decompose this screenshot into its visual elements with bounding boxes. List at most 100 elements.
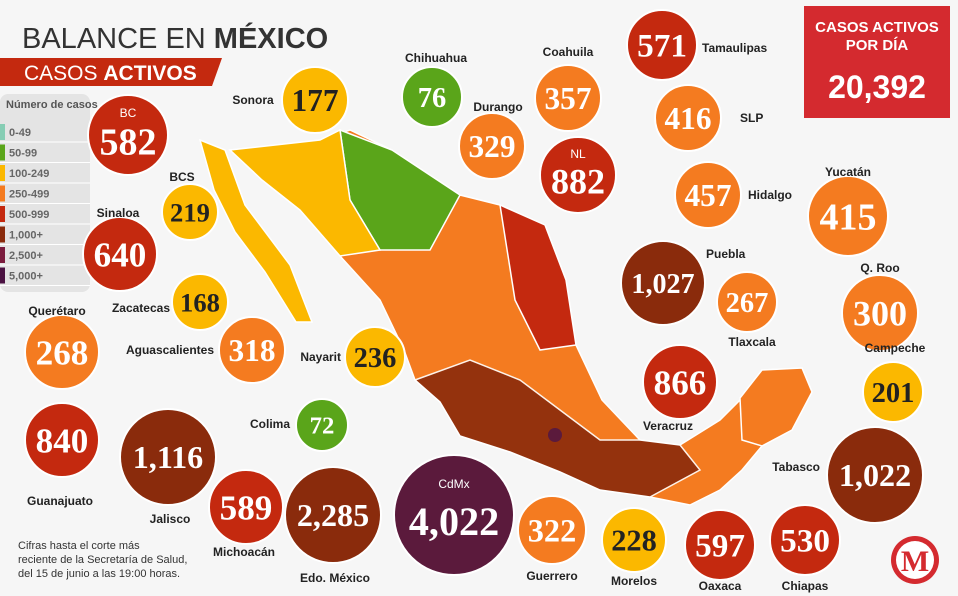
state-bubble xyxy=(171,273,229,331)
state-name: Durango xyxy=(473,100,522,114)
legend-label: 0-49 xyxy=(9,127,31,139)
logo-inner xyxy=(896,541,934,579)
state-name: Morelos xyxy=(611,574,657,588)
legend-swatch xyxy=(0,247,5,263)
state-bubble xyxy=(539,136,617,214)
state-value: 1,027 xyxy=(631,269,694,300)
legend-title: Número de casos xyxy=(6,99,98,111)
state-name: Aguascalientes xyxy=(126,343,214,357)
legend-label: 100-249 xyxy=(9,168,49,180)
state-bubble xyxy=(654,84,722,152)
state-value: 416 xyxy=(664,101,711,136)
subtitle: CASOS ACTIVOS xyxy=(24,62,197,85)
legend-label: 1,000+ xyxy=(9,230,43,242)
state-value: 882 xyxy=(551,162,605,202)
legend-swatch xyxy=(0,206,5,222)
state-value: 4,022 xyxy=(409,499,499,544)
state-name: Veracruz xyxy=(643,419,693,433)
state-value: 228 xyxy=(611,524,657,558)
state-value: 840 xyxy=(36,421,89,460)
state-name: Jalisco xyxy=(150,512,191,526)
state-bubble xyxy=(769,504,841,576)
state-value: 236 xyxy=(354,343,397,374)
legend-swatch xyxy=(0,226,5,243)
state-value: 866 xyxy=(654,363,707,402)
state-value: 640 xyxy=(94,235,147,274)
state-value: 76 xyxy=(418,83,447,114)
state-value: 589 xyxy=(220,488,273,527)
state-value: 201 xyxy=(872,378,915,409)
state-bubble xyxy=(208,469,284,545)
state-name: Michoacán xyxy=(213,545,275,559)
state-bubble xyxy=(674,161,742,229)
state-value: 457 xyxy=(684,178,731,213)
map-region xyxy=(548,428,562,442)
state-name: Puebla xyxy=(706,247,746,261)
legend-label: 5,000+ xyxy=(9,271,43,283)
title-bold: MÉXICO xyxy=(214,21,328,55)
logo: M xyxy=(901,545,929,578)
legend-label: 500-999 xyxy=(9,209,49,221)
state-bubble xyxy=(119,408,217,506)
legend-swatch xyxy=(0,124,5,140)
state-name: Chihuahua xyxy=(405,51,467,65)
legend-label: 50-99 xyxy=(9,148,37,160)
state-value: 582 xyxy=(100,121,157,163)
state-bubble xyxy=(161,183,219,241)
state-bubble xyxy=(517,495,587,565)
state-name: CdMx xyxy=(438,477,469,491)
map-region xyxy=(739,367,813,447)
state-bubble xyxy=(716,271,778,333)
state-bubble xyxy=(87,94,169,176)
legend-label: 250-499 xyxy=(9,189,49,201)
state-name: Oaxaca xyxy=(699,579,742,593)
state-name: Edo. México xyxy=(300,571,370,585)
state-name: Sinaloa xyxy=(97,206,140,220)
state-name: Colima xyxy=(250,417,290,431)
subtitle-regular: CASOS xyxy=(24,62,103,85)
map-region xyxy=(228,128,382,257)
state-name: NL xyxy=(570,147,586,161)
state-bubble xyxy=(281,66,349,134)
subtitle-bold: ACTIVOS xyxy=(103,62,196,85)
state-name: Guanajuato xyxy=(27,494,93,508)
state-value: 415 xyxy=(820,196,877,238)
state-value: 597 xyxy=(695,528,745,565)
footnote-line: del 15 de junio a las 19:00 horas. xyxy=(18,568,180,580)
footnote-line: Cifras hasta el corte más xyxy=(18,540,140,552)
state-bubble xyxy=(218,316,286,384)
daily-box xyxy=(804,6,950,118)
state-value: 219 xyxy=(170,197,210,227)
map xyxy=(198,128,813,506)
state-name: Tlaxcala xyxy=(728,335,776,349)
legend-label: 2,500+ xyxy=(9,250,43,262)
state-bubble xyxy=(295,398,349,452)
state-name: Nayarit xyxy=(300,350,341,364)
state-value: 2,285 xyxy=(297,497,369,533)
legend-swatch xyxy=(0,165,5,181)
state-name: Guerrero xyxy=(526,569,577,583)
state-bubble xyxy=(626,9,698,81)
state-value: 1,116 xyxy=(133,439,203,475)
state-name: Chiapas xyxy=(782,579,829,593)
state-value: 267 xyxy=(726,288,769,319)
state-value: 322 xyxy=(528,512,576,548)
subtitle-banner xyxy=(0,58,222,86)
state-bubble xyxy=(826,426,924,524)
state-bubble xyxy=(601,507,667,573)
state-value: 168 xyxy=(180,287,220,317)
daily-value: 20,392 xyxy=(828,69,926,105)
title: BALANCE EN MÉXICO xyxy=(22,21,328,55)
state-value: 357 xyxy=(544,81,591,116)
state-value: 530 xyxy=(780,523,830,560)
state-value: 300 xyxy=(853,294,907,334)
daily-label: POR DÍA xyxy=(846,37,909,54)
legend-swatch xyxy=(0,185,5,202)
state-value: 1,022 xyxy=(839,457,911,493)
state-value: 268 xyxy=(36,333,89,372)
state-name: Q. Roo xyxy=(860,261,899,275)
footnote: Cifras hasta el corte más reciente de la … xyxy=(18,540,187,580)
state-name: Yucatán xyxy=(825,165,871,179)
state-name: Querétaro xyxy=(28,304,85,318)
